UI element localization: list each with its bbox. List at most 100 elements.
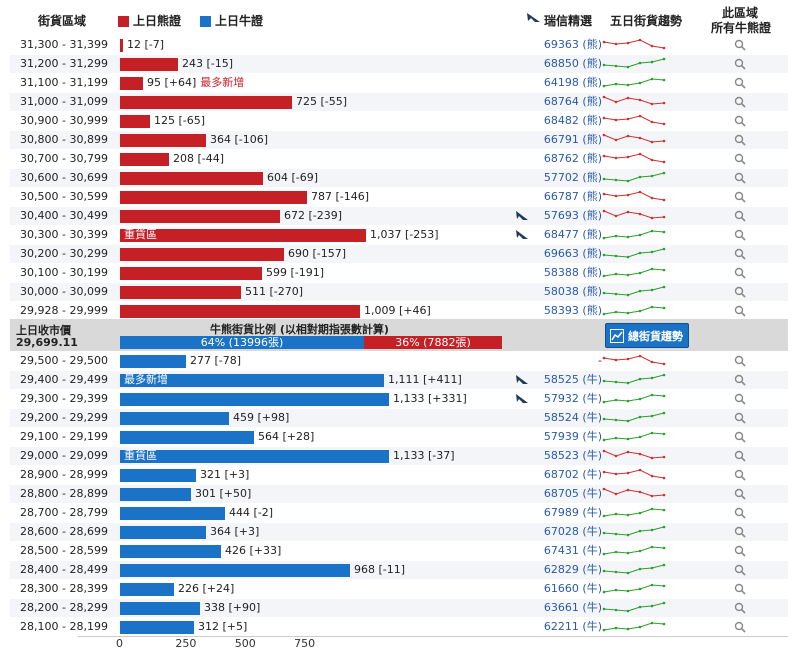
warrant-code-text: 57939 (牛): [543, 430, 602, 443]
warrant-code-link[interactable]: 68705 (牛): [500, 485, 602, 503]
bear-bar[interactable]: [120, 77, 143, 90]
bull-bar[interactable]: [120, 602, 200, 615]
warrant-code-link[interactable]: 67989 (牛): [500, 504, 602, 522]
warrant-code-link[interactable]: 57702 (熊): [500, 169, 602, 187]
bar-value-label: 125 [-65]: [154, 112, 205, 130]
warrant-code-text: 68477 (熊): [543, 228, 602, 241]
table-row: 28,700 - 28,799 444 [-2] 67989 (牛): [10, 504, 788, 522]
search-icon[interactable]: [734, 450, 746, 462]
warrant-code-link[interactable]: 58038 (熊): [500, 283, 602, 301]
warrant-code-link[interactable]: 57693 (熊): [500, 207, 602, 225]
bull-bar[interactable]: [120, 545, 221, 558]
bull-bar[interactable]: [120, 488, 191, 501]
bear-bar[interactable]: [120, 286, 241, 299]
bull-bar[interactable]: [120, 355, 186, 368]
range-label: 31,100 - 31,199: [20, 76, 108, 89]
table-row: 31,100 - 31,199 95 [+64] 最多新增 64198 (熊): [10, 74, 788, 92]
bear-bar[interactable]: 重貨區: [120, 228, 366, 242]
search-icon[interactable]: [734, 77, 746, 89]
bull-bar[interactable]: [120, 621, 194, 634]
bear-bar[interactable]: [120, 134, 206, 147]
warrant-code-link[interactable]: 66787 (熊): [500, 188, 602, 206]
search-icon[interactable]: [734, 267, 746, 279]
bear-bar[interactable]: [120, 172, 263, 185]
warrant-code-text: 69363 (熊): [543, 38, 602, 51]
search-icon[interactable]: [734, 545, 746, 557]
bear-bar[interactable]: [120, 267, 262, 280]
warrant-code-link[interactable]: 68702 (牛): [500, 466, 602, 484]
search-icon[interactable]: [734, 153, 746, 165]
search-icon[interactable]: [734, 229, 746, 241]
bull-bar[interactable]: [120, 393, 389, 406]
bear-bar[interactable]: [120, 191, 307, 204]
warrant-code-link[interactable]: 68850 (熊): [500, 55, 602, 73]
bear-bar[interactable]: [120, 305, 360, 318]
warrant-code-link[interactable]: 57932 (牛): [500, 390, 602, 408]
warrant-code-link[interactable]: 68764 (熊): [500, 93, 602, 111]
search-icon[interactable]: [734, 355, 746, 367]
search-icon[interactable]: [734, 286, 746, 298]
bull-bar[interactable]: 重貨區: [120, 449, 389, 463]
warrant-code-link[interactable]: 62829 (牛): [500, 561, 602, 579]
search-icon[interactable]: [734, 305, 746, 317]
bull-bar[interactable]: [120, 583, 174, 596]
search-icon[interactable]: [734, 469, 746, 481]
bear-bar[interactable]: [120, 210, 280, 223]
warrant-code-link[interactable]: 69663 (熊): [500, 245, 602, 263]
trend-sparkline: [602, 545, 666, 556]
warrant-code-link[interactable]: 64198 (熊): [500, 74, 602, 92]
search-icon[interactable]: [734, 583, 746, 595]
total-trend-button[interactable]: 總街貨趨勢: [605, 323, 689, 348]
search-icon[interactable]: [734, 621, 746, 633]
warrant-code-link[interactable]: 67028 (牛): [500, 523, 602, 541]
bull-bar[interactable]: [120, 412, 229, 425]
bull-bar[interactable]: [120, 526, 206, 539]
search-icon[interactable]: [734, 374, 746, 386]
warrant-code-link[interactable]: 58524 (牛): [500, 409, 602, 427]
bull-bar[interactable]: [120, 431, 254, 444]
search-icon[interactable]: [734, 134, 746, 146]
bar-value-label: 12 [-7]: [127, 36, 164, 54]
search-icon[interactable]: [734, 39, 746, 51]
search-icon[interactable]: [734, 431, 746, 443]
search-icon[interactable]: [734, 564, 746, 576]
search-icon[interactable]: [734, 172, 746, 184]
search-icon[interactable]: [734, 526, 746, 538]
search-icon[interactable]: [734, 507, 746, 519]
search-icon[interactable]: [734, 191, 746, 203]
warrant-code-link[interactable]: 57939 (牛): [500, 428, 602, 446]
warrant-code-link[interactable]: 68482 (熊): [500, 112, 602, 130]
table-row: 29,100 - 29,199 564 [+28] 57939 (牛): [10, 428, 788, 446]
bear-bar[interactable]: [120, 58, 178, 71]
warrant-code-link[interactable]: 67431 (牛): [500, 542, 602, 560]
bull-bar[interactable]: [120, 469, 196, 482]
warrant-code-link[interactable]: 58525 (牛): [500, 371, 602, 389]
warrant-code-link[interactable]: 58388 (熊): [500, 264, 602, 282]
search-icon[interactable]: [734, 96, 746, 108]
warrant-code-link[interactable]: 69363 (熊): [500, 36, 602, 54]
search-icon[interactable]: [734, 210, 746, 222]
search-icon[interactable]: [734, 393, 746, 405]
warrant-code-link[interactable]: 63661 (牛): [500, 599, 602, 617]
bear-bar[interactable]: [120, 96, 292, 109]
search-icon[interactable]: [734, 488, 746, 500]
bear-bar[interactable]: [120, 115, 150, 128]
warrant-code-link[interactable]: 66791 (熊): [500, 131, 602, 149]
warrant-code-link[interactable]: 62211 (牛): [500, 618, 602, 636]
warrant-code-link[interactable]: 58523 (牛): [500, 447, 602, 465]
bear-bar[interactable]: [120, 153, 169, 166]
search-icon[interactable]: [734, 58, 746, 70]
warrant-code-link[interactable]: 61660 (牛): [500, 580, 602, 598]
search-icon[interactable]: [734, 602, 746, 614]
warrant-code-link[interactable]: 68762 (熊): [500, 150, 602, 168]
search-icon[interactable]: [734, 412, 746, 424]
bull-bar[interactable]: 最多新增: [120, 373, 384, 387]
bull-bar[interactable]: [120, 507, 225, 520]
warrant-code-link[interactable]: 68477 (熊): [500, 226, 602, 244]
bear-bar[interactable]: [120, 248, 284, 261]
bear-bar[interactable]: [120, 39, 123, 52]
search-icon[interactable]: [734, 115, 746, 127]
warrant-code-link[interactable]: 58393 (熊): [500, 302, 602, 320]
bull-bar[interactable]: [120, 564, 350, 577]
search-icon[interactable]: [734, 248, 746, 260]
